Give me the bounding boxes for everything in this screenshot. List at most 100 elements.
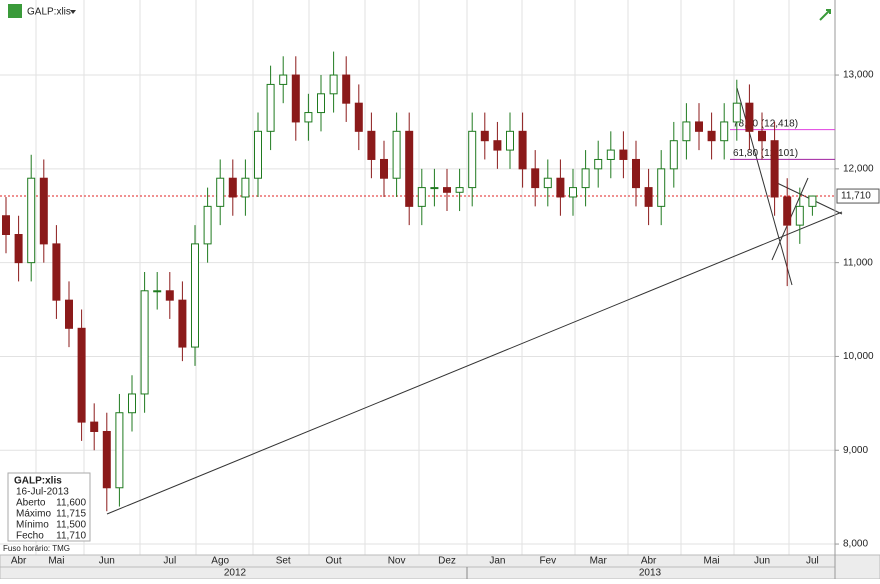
y-tick-label: 9,000 [843,445,868,456]
x-tick-label: Mai [704,556,720,567]
y-tick-label: 10,000 [843,351,874,362]
candle-body [90,421,99,432]
candle-body [329,74,338,95]
y-tick-label: 11,000 [843,257,873,268]
info-label: Aberto [16,498,46,509]
x-tick-label: Jun [754,556,770,567]
info-value: 11,715 [56,509,86,520]
year-label: 2013 [639,568,662,579]
x-tick-label: Mai [48,556,64,567]
candle-body [203,205,212,245]
candle-body [758,130,766,142]
candle-body [115,412,124,489]
candle-body [695,121,703,132]
candle-body [178,299,187,348]
candle-body [569,187,577,198]
x-tick-label: Abr [641,556,657,567]
candle-body [102,430,111,489]
candle-body [632,158,640,189]
level-label: 61,80 (12,101) [733,148,798,159]
info-title: GALP:xlis [14,476,62,487]
symbol-icon[interactable] [8,4,22,18]
symbol[interactable]: GALP:xlis [27,7,71,18]
candle-body [304,112,313,123]
trend-line [106,211,843,515]
candle-body [216,177,225,207]
candle-body [367,130,376,160]
x-tick-label: Jan [489,556,505,567]
candle-body [808,195,817,207]
candle-body [543,177,552,189]
candle-body [720,121,729,142]
candle-body [745,102,754,132]
candle-body [606,149,615,160]
info-label: Fecho [16,531,44,542]
candle-body [506,130,514,151]
candle-body [291,74,300,123]
y-tick-label: 8,000 [843,539,868,550]
dropdown-arrow[interactable] [70,10,76,14]
info-label: Máximo [16,509,51,520]
info-value: 11,500 [56,520,86,531]
candle-body [128,393,136,414]
last-price-label: 11,710 [841,191,871,202]
candle-body [191,243,199,348]
candle-body [279,74,288,85]
candle-body [682,121,691,142]
timezone: Fuso horário: TMG [3,544,70,553]
candle-body [619,149,628,160]
candle-body [65,299,73,329]
info-box: GALP:xlis 16-Jul-2013 Aberto 11,600 Máxi… [7,472,91,542]
candle-body [342,74,351,104]
trend-icon[interactable] [819,9,831,21]
candle-body [405,130,414,207]
candle-body [430,187,439,190]
x-tick-label: Jul [163,556,176,567]
candle-body [241,177,250,198]
info-value: 11,600 [56,498,86,509]
candle-body [354,102,363,132]
candle-body [392,130,401,179]
candle-body [443,187,451,193]
candle-body [795,205,804,226]
x-tick-label: Dez [438,556,456,567]
x-tick-label: Mar [590,556,608,567]
candle-body [581,168,590,189]
candle-body [455,187,464,193]
x-tick-label: Jun [99,556,115,567]
candle-body [531,168,540,189]
candle-body [14,234,23,264]
candle-body [77,327,86,423]
candle-body [380,158,388,179]
x-tick-label: Jul [806,556,819,567]
candle-body [52,243,61,301]
candle-body [228,177,237,198]
candle-body [594,158,603,170]
candle-body [2,215,10,236]
candle-body [657,168,666,207]
x-tick-label: Abr [11,556,27,567]
x-tick-label: Nov [388,556,406,567]
candle-body [644,187,653,207]
info-date: 16-Jul-2013 [16,487,69,498]
x-tick-label: Set [276,556,291,567]
candle-body [518,130,527,170]
year-label: 2012 [224,568,247,579]
candle-body [254,130,262,179]
candle-body [417,187,426,207]
x-tick-label: Fev [539,556,556,567]
candle-body [732,102,741,123]
info-label: Mínimo [16,520,49,531]
info-panel [7,472,91,542]
candle-body [783,196,792,226]
candle-body [493,140,502,151]
candle-body [669,140,678,170]
candle-body [39,177,48,245]
candle-body [266,83,275,132]
candle-body [556,177,565,198]
x-tick-label: Ago [211,556,229,567]
grid [0,0,835,579]
